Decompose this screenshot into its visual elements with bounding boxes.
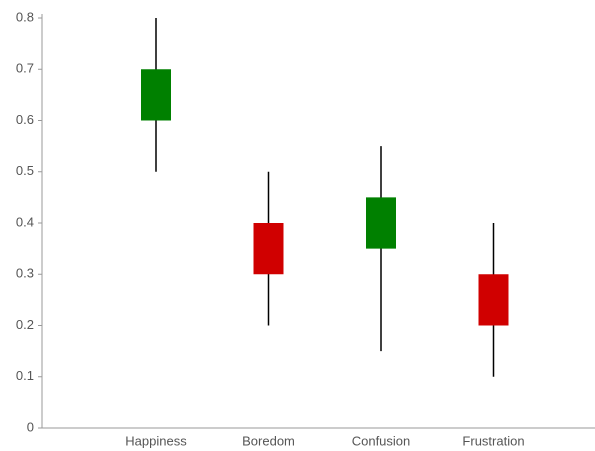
y-tick-label: 0.1: [16, 368, 34, 383]
y-tick-label: 0.4: [16, 214, 34, 229]
candle-body: [478, 274, 509, 326]
candle-body: [366, 197, 396, 249]
y-tick-label: 0.3: [16, 266, 34, 281]
x-tick-label: Confusion: [352, 433, 411, 448]
x-tick-label: Frustration: [462, 433, 524, 448]
y-tick-label: 0.7: [16, 61, 34, 76]
y-tick-label: 0: [27, 419, 34, 434]
candle-body: [141, 69, 171, 121]
y-tick-label: 0.6: [16, 112, 34, 127]
y-tick-label: 0.5: [16, 163, 34, 178]
x-tick-label: Boredom: [242, 433, 295, 448]
x-tick-label: Happiness: [125, 433, 187, 448]
candle-body: [253, 223, 284, 275]
y-tick-label: 0.2: [16, 317, 34, 332]
y-tick-label: 0.8: [16, 9, 34, 24]
